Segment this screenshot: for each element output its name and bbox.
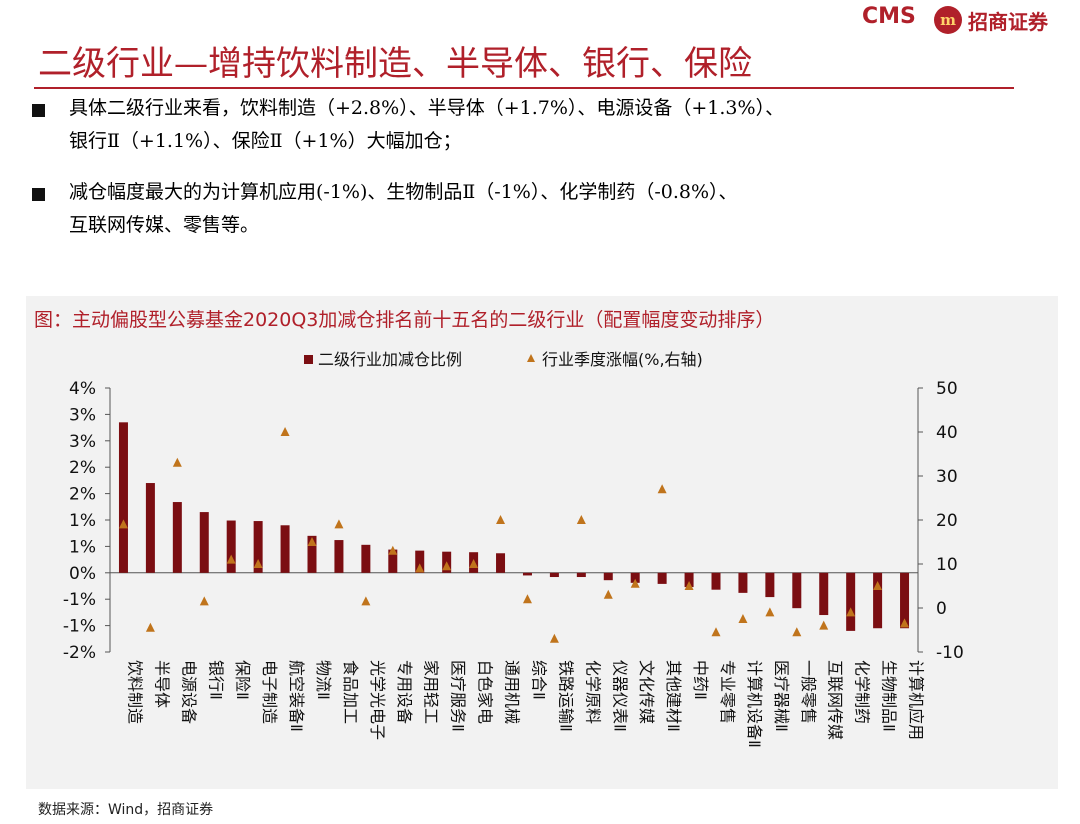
bullet-1-line-2: 银行Ⅱ（+1.1%）、保险Ⅱ（+1%）大幅加仓； <box>69 130 462 152</box>
title-divider <box>34 87 1014 89</box>
brand-name: 招商证券 <box>968 10 1048 34</box>
brand-logo-icon: m <box>934 6 962 34</box>
source-note: 数据来源：Wind，招商证券 <box>38 802 214 818</box>
bullet-square-icon <box>32 104 45 117</box>
chart-title: 图：主动偏股型公募基金2020Q3加减仓排名前十五名的二级行业（配置幅度变动排序… <box>34 309 775 331</box>
page-title: 二级行业—增持饮料制造、半导体、银行、保险 <box>38 44 752 84</box>
brand-cms-text: CMS <box>862 4 916 29</box>
bullet-2-line-2: 互联网传媒、零售等。 <box>69 214 260 236</box>
brand-header: CMS m 招商证券 <box>840 4 1076 38</box>
bullet-2-line-1: 减仓幅度最大的为计算机应用(-1%)、生物制品Ⅱ（-1%）、化学制药（-0.8%… <box>69 181 738 203</box>
bullet-2: 减仓幅度最大的为计算机应用(-1%)、生物制品Ⅱ（-1%）、化学制药（-0.8%… <box>32 176 738 242</box>
bullet-1-line-1: 具体二级行业来看，饮料制造（+2.8%）、半导体（+1.7%）、电源设备（+1.… <box>69 97 785 119</box>
chart-panel <box>26 296 1058 789</box>
bullet-1: 具体二级行业来看，饮料制造（+2.8%）、半导体（+1.7%）、电源设备（+1.… <box>32 92 784 158</box>
bullet-square-icon <box>32 188 45 201</box>
